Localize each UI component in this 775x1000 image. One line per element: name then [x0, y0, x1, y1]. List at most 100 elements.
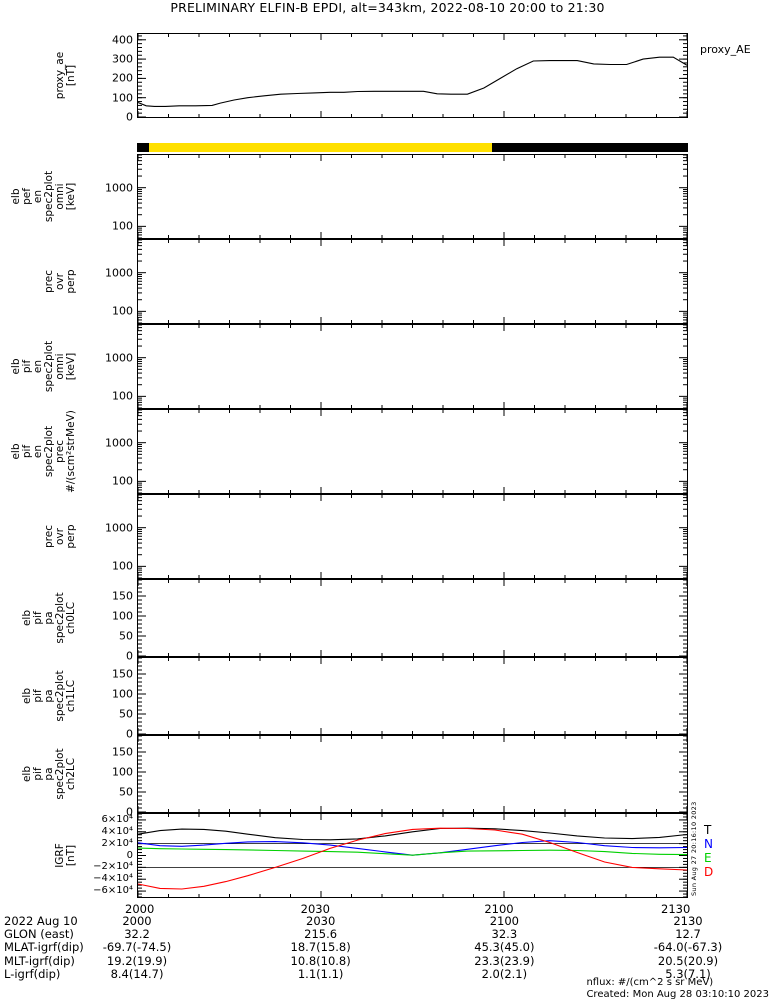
status-bar-segment	[137, 143, 150, 152]
elb-pif-en-omni-panel-ytick: 100	[112, 389, 133, 403]
elb-pif-pa-ch2lc-panel-axis-title: ch2LC	[65, 757, 77, 791]
elb-pef-en-omni-panel-yticks: 100 1000	[69, 154, 133, 239]
page-title: PRELIMINARY ELFIN-B EPDI, alt=343km, 202…	[170, 0, 605, 15]
prec-ovr-perp-panel-2-yticks: 100 1000	[69, 494, 133, 579]
prec-ovr-perp-panel-1-yticks: 100 1000	[69, 239, 133, 324]
elb-pif-en-prec-panel	[137, 409, 688, 494]
elb-pif-pa-ch2lc-panel	[137, 735, 688, 813]
row-mlat-value: -69.7(-74.5)	[102, 940, 172, 955]
elb-pif-pa-ch1lc-panel-ytick: 50	[119, 707, 133, 721]
prec-ovr-perp-panel-1-ytick: 1000	[105, 266, 133, 280]
x-axis-tick: 2100	[484, 902, 514, 916]
igrf-panel-ytick: −4×10⁴	[93, 873, 133, 885]
elb-pif-en-omni-panel	[137, 324, 688, 409]
elb-pif-pa-ch0lc-panel-axis-title: ch0LC	[65, 601, 77, 635]
row-l: L-igrf(dip) 8.4(14.7) 1.1(1.1) 2.0(2.1) 5.3(…	[0, 966, 775, 981]
igrf-panel-axis-title: [nT]	[65, 844, 77, 867]
row-time-value: 2130	[673, 914, 703, 928]
igrf-legend-item: D	[704, 865, 714, 879]
elb-pif-en-prec-panel-ytick: 1000	[105, 436, 133, 450]
row-time-value: 2000	[122, 914, 152, 928]
prec-ovr-perp-panel-2-ytick: 1000	[105, 521, 133, 535]
proxy-ae-legend-label: proxy_AE	[700, 43, 751, 56]
row-mlt-value: 23.3(23.9)	[474, 953, 535, 968]
elb-pif-en-prec-panel-ytick: 100	[112, 474, 133, 488]
proxy-ae-panel-ytick: 0	[126, 110, 133, 124]
elb-pef-en-omni-panel	[137, 154, 688, 239]
elb-pif-en-prec-panel-axis-title: #/(scm²strMeV)	[65, 410, 77, 493]
elb-pif-pa-ch1lc-panel-ytick: 100	[112, 687, 133, 701]
status-bar	[137, 143, 688, 152]
elb-pif-en-omni-panel-yticks: 100 1000	[69, 324, 133, 409]
elb-pif-pa-ch0lc-panel-ytick: 0	[126, 649, 133, 663]
elb-pif-pa-ch0lc-panel-ytick: 50	[119, 629, 133, 643]
row-time: 2022 Aug 10 2000 2030 2100 2130	[0, 914, 775, 928]
proxy-ae-panel-ytick: 100	[112, 91, 133, 105]
elb-pif-pa-ch0lc-panel-ytick: 100	[112, 609, 133, 623]
row-glon: GLON (east) 32.2 215.6 32.3 12.7	[0, 927, 775, 942]
row-mlat-value: 18.7(15.8)	[290, 940, 351, 955]
row-mlt-value: 10.8(10.8)	[290, 953, 351, 968]
elb-pif-en-omni-panel-axis-title: [keV]	[65, 352, 77, 381]
igrf-panel-ytick: 2×10⁴	[101, 837, 133, 849]
elb-pif-en-prec-panel-yticks: 100 1000	[69, 409, 133, 494]
row-time-value: 2100	[489, 914, 519, 928]
elb-pef-en-omni-panel-ytick: 100	[112, 219, 133, 233]
proxy-ae-panel-ytick: 200	[112, 71, 133, 85]
igrf-panel-ytick: −2×10⁴	[93, 861, 133, 873]
prec-ovr-perp-panel-2	[137, 494, 688, 579]
row-mlt-value: 20.5(20.9)	[657, 953, 719, 968]
row-mlat-value: -64.0(-67.3)	[653, 940, 723, 955]
igrf-panel-ytick: 6×10⁴	[101, 813, 133, 825]
igrf-panel-ytick: 0	[126, 849, 133, 861]
proxy-ae-panel-ytick: 300	[112, 52, 133, 66]
elb-pif-pa-ch1lc-panel-axis-title: ch1LC	[65, 679, 77, 713]
row-mlat-value: 45.3(45.0)	[474, 940, 535, 955]
elb-pif-en-omni-panel-ytick: 1000	[105, 351, 133, 365]
row-mlt-label: MLT-igrf(dip)	[4, 953, 75, 968]
footer-line-2: Created: Mon Aug 28 03:10:10 2023	[586, 988, 769, 1000]
elb-pif-pa-ch1lc-panel-yticks: 0 50 100 150	[69, 657, 133, 740]
row-mlt: MLT-igrf(dip) 19.2(19.9) 10.8(10.8) 23.3(23…	[0, 953, 775, 968]
prec-ovr-perp-panel-2-ytick: 100	[112, 559, 133, 573]
status-bar-segment	[149, 143, 493, 152]
row-glon-value: 32.3	[491, 927, 518, 942]
elb-pif-pa-ch0lc-panel	[137, 579, 688, 657]
x-axis-tick: 2130	[661, 902, 691, 916]
elb-pif-pa-ch2lc-panel-ytick: 0	[126, 805, 133, 819]
elb-pif-pa-ch0lc-panel-ytick: 150	[112, 589, 133, 603]
row-time-label: 2022 Aug 10	[4, 914, 78, 928]
igrf-legend-item: E	[704, 851, 712, 865]
proxy-ae-panel-yticks: 0 100 200 300 400	[69, 33, 133, 122]
x-axis-tick: 2000	[125, 902, 155, 916]
row-glon-value: 32.2	[124, 927, 150, 942]
igrf-panel-ytick: −6×10⁴	[93, 885, 133, 897]
proxy-ae-panel	[137, 33, 688, 118]
igrf-panel	[137, 813, 688, 898]
prec-ovr-perp-panel-2-axis-title: perp	[65, 524, 77, 549]
row-l-value: 8.4(14.7)	[110, 966, 164, 981]
elb-pif-pa-ch1lc-panel-ytick: 150	[112, 667, 133, 681]
elb-pef-en-omni-panel-ytick: 1000	[105, 181, 133, 195]
bottom-parameter-table: 2022 Aug 10 2000 2030 2100 2130 GLON (east) 32…	[0, 914, 775, 981]
row-time-value: 2030	[306, 914, 336, 928]
footer-notes: nflux: #/(cm^2 s sr MeV) Created: Mon Au…	[586, 977, 769, 1000]
igrf-legend-item: T	[704, 823, 712, 837]
prec-ovr-perp-panel-1	[137, 239, 688, 324]
igrf-panel-ytick: 4×10⁴	[101, 825, 133, 837]
row-l-value: 1.1(1.1)	[297, 966, 344, 981]
elb-pif-pa-ch2lc-panel-yticks: 0 50 100 150	[69, 735, 133, 818]
row-mlat-label: MLAT-igrf(dip)	[4, 940, 84, 955]
row-l-value: 2.0(2.1)	[481, 966, 528, 981]
row-glon-label: GLON (east)	[4, 927, 74, 942]
igrf-legend-item: N	[704, 837, 713, 851]
side-timestamp: Sun Aug 27 20:16:10 2023	[690, 801, 698, 896]
x-axis-tick: 2030	[300, 902, 330, 916]
elb-pif-pa-ch1lc-panel	[137, 657, 688, 735]
row-mlat: MLAT-igrf(dip) -69.7(-74.5) 18.7(15.8) 45.3…	[0, 941, 775, 954]
elb-pif-pa-ch1lc-panel-ytick: 0	[126, 727, 133, 741]
proxy-ae-panel-axis-title: [nT]	[65, 64, 77, 87]
status-bar-segment	[492, 143, 688, 152]
prec-ovr-perp-panel-1-axis-title: perp	[65, 269, 77, 294]
